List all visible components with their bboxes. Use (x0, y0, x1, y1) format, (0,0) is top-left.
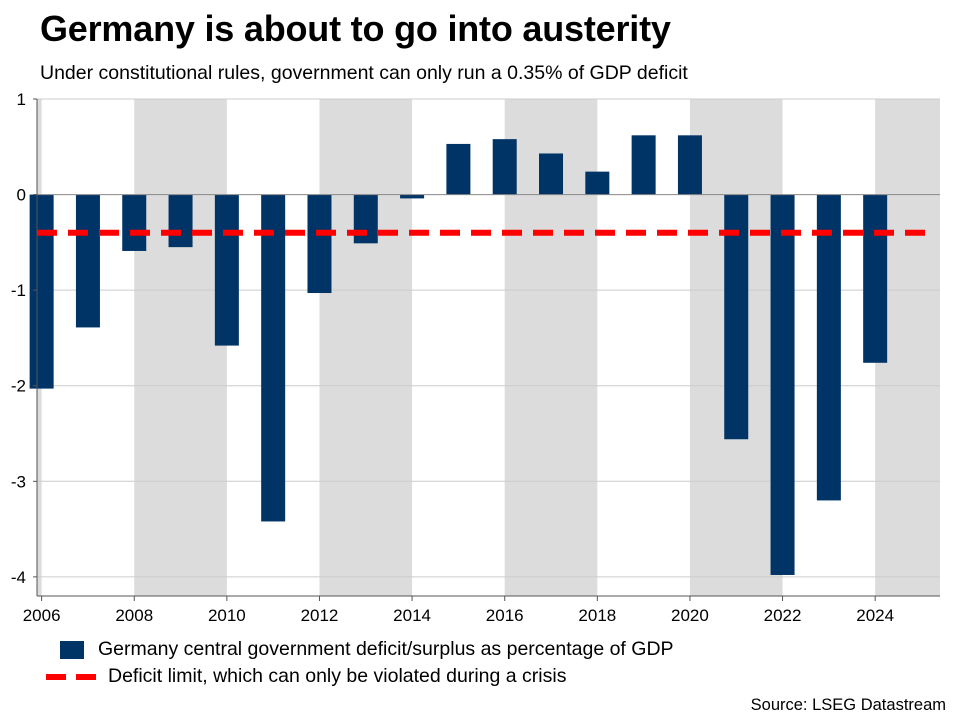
bar-2012 (307, 194, 332, 294)
y-tick-label: -3 (11, 472, 26, 491)
bar-2023 (816, 194, 841, 501)
x-tick-labels: 2006 2008 2010 2012 2014 2016 2018 2020 2022 2024 (23, 596, 894, 625)
bar-2009 (168, 194, 193, 248)
bar-2016 (492, 139, 517, 195)
bar-2014 (400, 194, 425, 199)
y-tick-labels: 1 0 -1 -2 -3 -4 (11, 90, 37, 587)
bar-2007 (75, 194, 100, 328)
chart-title: Germany is about to go into austerity (40, 8, 671, 49)
bar-2015 (446, 143, 471, 195)
x-tick-label: 2018 (578, 606, 616, 625)
y-tick-label: -4 (11, 568, 26, 587)
x-tick-label: 2016 (486, 606, 524, 625)
x-tick-label: 2006 (23, 606, 61, 625)
legend-label-limit: Deficit limit, which can only be violate… (108, 665, 567, 687)
legend-label-bars: Germany central government deficit/surpl… (98, 638, 674, 660)
x-tick-label: 2012 (301, 606, 339, 625)
legend-item-limit: Deficit limit, which can only be violate… (46, 663, 674, 690)
axes (36, 99, 940, 597)
x-tick-label: 2008 (115, 606, 153, 625)
source-note: Source: LSEG Datastream (750, 696, 946, 714)
shaded-band-1 (134, 99, 227, 596)
y-tick-label: -2 (11, 377, 26, 396)
chart-subtitle: Under constitutional rules, government c… (40, 62, 688, 84)
bar-2011 (261, 194, 286, 522)
bar-2017 (539, 153, 564, 195)
shaded-band-2 (319, 99, 413, 596)
shaded-bands (37, 99, 940, 596)
bar-2010 (214, 194, 239, 346)
bar-2018 (585, 171, 610, 195)
legend-swatch-bar (60, 640, 84, 659)
bar-2008 (122, 194, 147, 251)
bar-2006 (29, 194, 54, 389)
bar-2013 (353, 194, 378, 244)
bar-2022 (770, 194, 795, 575)
x-tick-label: 2024 (856, 606, 894, 625)
legend-swatch-dash (46, 673, 98, 680)
bars (29, 135, 888, 575)
x-tick-label: 2020 (671, 606, 709, 625)
x-tick-label: 2022 (764, 606, 802, 625)
x-tick-label: 2010 (208, 606, 246, 625)
bar-2024 (863, 194, 888, 363)
bar-2020 (677, 135, 702, 195)
y-tick-label: 1 (17, 90, 26, 109)
x-tick-label: 2014 (393, 606, 431, 625)
legend: Germany central government deficit/surpl… (46, 636, 674, 690)
y-tick-label: 0 (17, 186, 26, 205)
legend-item-bars: Germany central government deficit/surpl… (46, 636, 674, 663)
bar-2019 (631, 135, 656, 195)
y-tick-label: -1 (11, 281, 26, 300)
